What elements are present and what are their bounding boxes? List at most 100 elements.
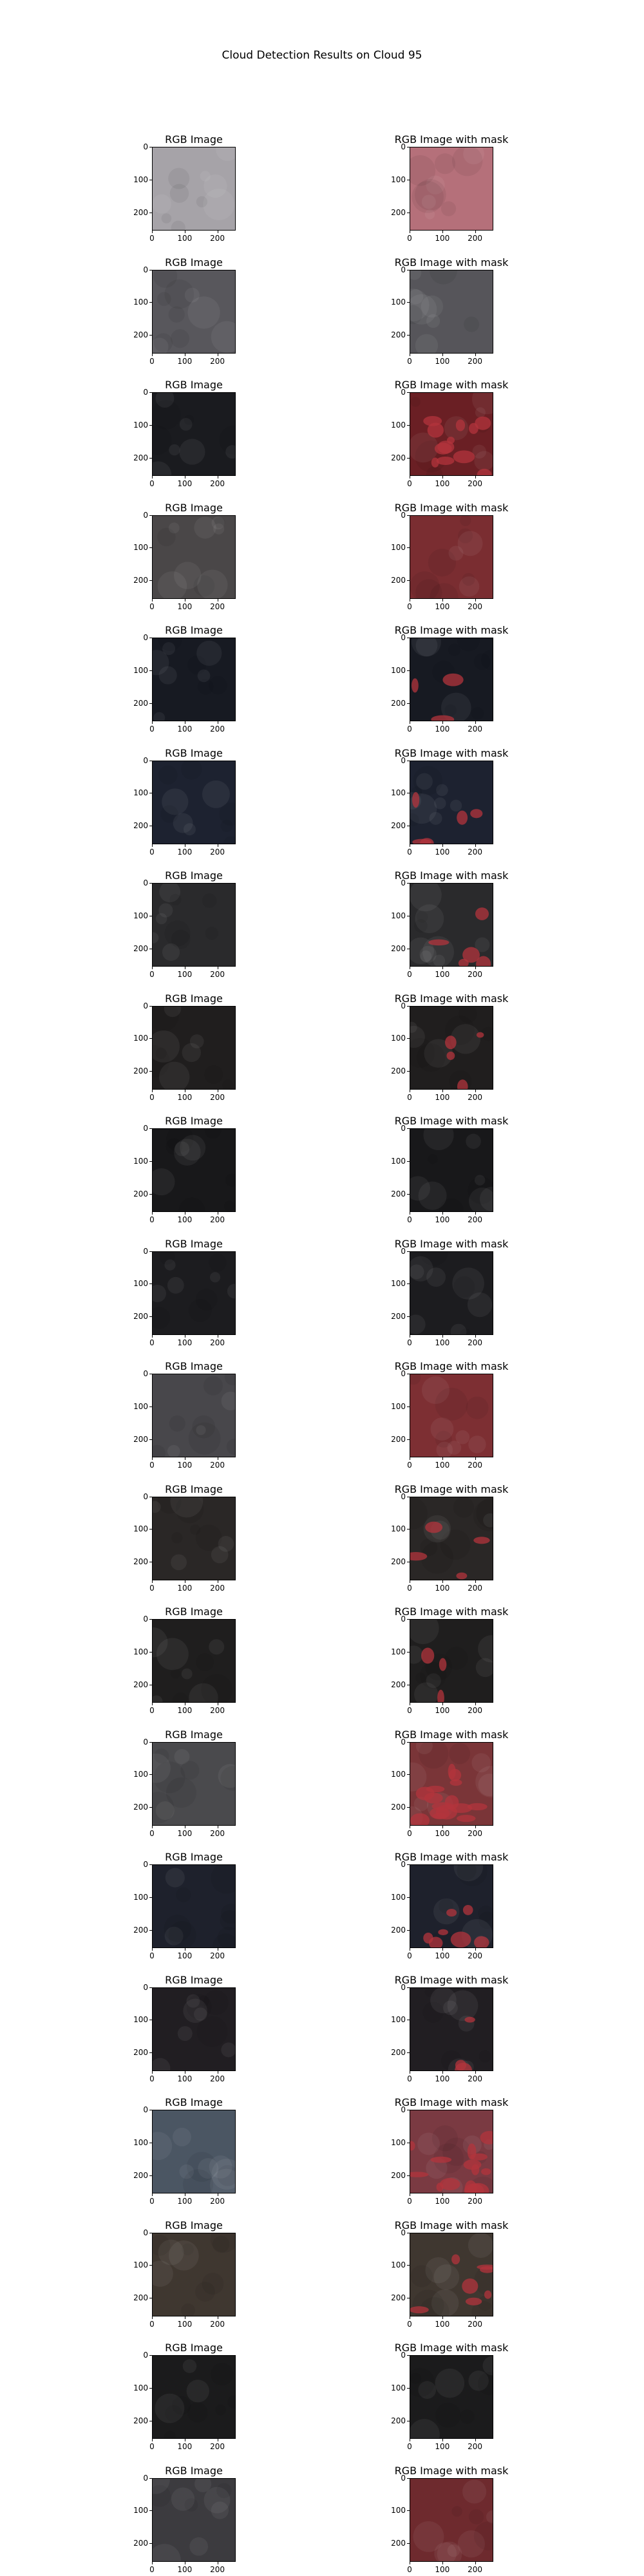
masked-image <box>410 638 493 721</box>
texture-blob <box>410 1256 433 1282</box>
texture-blob <box>180 1760 200 1779</box>
texture-blob <box>410 270 422 280</box>
texture-blob <box>153 1695 163 1702</box>
texture-blob <box>436 784 448 796</box>
texture-blob <box>153 2543 181 2561</box>
x-tick-label: 0 <box>149 1461 155 1470</box>
texture-blob <box>471 1752 491 1772</box>
x-tick-mark <box>475 1825 476 1828</box>
texture-blob <box>169 444 180 456</box>
texture-blob <box>467 1292 493 1317</box>
x-tick-mark <box>475 844 476 847</box>
x-tick-label: 0 <box>149 1338 155 1347</box>
y-tick-label: 200 <box>133 698 148 708</box>
x-tick-mark <box>475 1580 476 1583</box>
texture-blob <box>189 1683 218 1702</box>
rgb-image-panel <box>152 1128 236 1212</box>
y-tick-label: 200 <box>133 1434 148 1444</box>
rgb-image-title: RGB Image <box>165 992 223 1005</box>
x-tick-label: 0 <box>407 2197 412 2206</box>
y-tick-label: 100 <box>133 788 148 798</box>
y-tick-label: 200 <box>133 1680 148 1689</box>
x-tick-label: 0 <box>149 2074 155 2083</box>
rgb-image-title: RGB Image <box>165 1482 223 1495</box>
y-tick-mark <box>149 1251 152 1252</box>
texture-blob <box>478 2050 491 2063</box>
masked-image <box>410 2356 493 2438</box>
texture-blob <box>474 451 493 471</box>
image-background <box>153 1006 235 1089</box>
y-tick-mark <box>149 1071 152 1072</box>
y-tick-label: 200 <box>391 821 406 831</box>
y-tick-label: 100 <box>133 1524 148 1534</box>
texture-blob <box>174 1748 190 1765</box>
x-tick-label: 100 <box>177 2074 193 2083</box>
y-tick-mark <box>149 1929 152 1931</box>
texture-blob <box>167 1444 180 1457</box>
texture-blob <box>468 2371 489 2391</box>
x-tick-label: 100 <box>177 2442 193 2451</box>
x-tick-label: 200 <box>468 2074 483 2083</box>
x-tick-mark <box>475 1334 476 1338</box>
texture-blob <box>153 1627 168 1658</box>
cloud-mask-region <box>423 1932 433 1944</box>
y-tick-mark <box>149 2265 152 2266</box>
masked-image-panel <box>410 1741 493 1826</box>
masked-image-panel <box>410 2232 493 2316</box>
masked-image-title: RGB Image with mask <box>394 624 509 636</box>
y-tick-label: 200 <box>133 1803 148 1812</box>
y-tick-label: 200 <box>391 2416 406 2425</box>
texture-blob <box>471 706 484 720</box>
masked-image-title: RGB Image with mask <box>394 133 509 146</box>
x-tick-mark <box>152 2070 153 2074</box>
texture-blob <box>410 155 436 186</box>
image-background <box>153 1374 235 1457</box>
texture-blob <box>410 1620 439 1645</box>
rgb-image-title: RGB Image <box>165 2096 223 2108</box>
texture-blob <box>421 1541 453 1574</box>
x-tick-label: 100 <box>435 1828 450 1838</box>
texture-blob <box>410 1645 423 1664</box>
texture-blob <box>410 288 430 321</box>
texture-blob <box>175 1141 190 1157</box>
masked-image <box>410 2110 493 2193</box>
masked-image-title: RGB Image with mask <box>394 1482 509 1495</box>
texture-blob <box>153 461 172 475</box>
y-tick-label: 100 <box>133 2015 148 2025</box>
x-tick-label: 200 <box>210 479 225 488</box>
y-tick-label: 0 <box>401 2473 406 2483</box>
y-tick-mark <box>149 1529 152 1530</box>
x-tick-label: 100 <box>435 2319 450 2329</box>
x-tick-mark <box>442 598 443 601</box>
y-tick-mark <box>149 1619 152 1620</box>
rgb-image-title: RGB Image <box>165 2464 223 2477</box>
masked-image <box>410 1374 493 1457</box>
y-tick-label: 0 <box>401 388 406 397</box>
y-tick-mark <box>407 2355 410 2356</box>
x-tick-label: 200 <box>468 1951 483 1960</box>
y-tick-label: 200 <box>133 453 148 462</box>
y-tick-label: 100 <box>391 2137 406 2147</box>
cloud-mask-region <box>446 1051 455 1060</box>
x-tick-label: 0 <box>407 234 412 243</box>
y-tick-label: 100 <box>133 298 148 307</box>
texture-blob <box>430 582 459 598</box>
rgb-image <box>153 2110 235 2193</box>
texture-blob <box>410 2372 422 2384</box>
texture-blob <box>415 904 444 934</box>
y-tick-mark <box>407 1774 410 1776</box>
y-tick-label: 0 <box>401 1246 406 1256</box>
texture-blob <box>410 884 442 912</box>
texture-blob <box>155 393 175 408</box>
cloud-mask-region <box>464 2016 475 2023</box>
texture-blob <box>187 296 220 328</box>
texture-blob <box>426 314 440 328</box>
masked-image-title: RGB Image with mask <box>394 1728 509 1741</box>
image-background <box>410 2356 493 2438</box>
y-tick-mark <box>149 1774 152 1776</box>
x-tick-mark <box>152 1089 153 1092</box>
x-tick-label: 200 <box>210 2074 225 2083</box>
x-tick-label: 100 <box>177 234 193 243</box>
x-tick-label: 100 <box>435 1583 450 1593</box>
